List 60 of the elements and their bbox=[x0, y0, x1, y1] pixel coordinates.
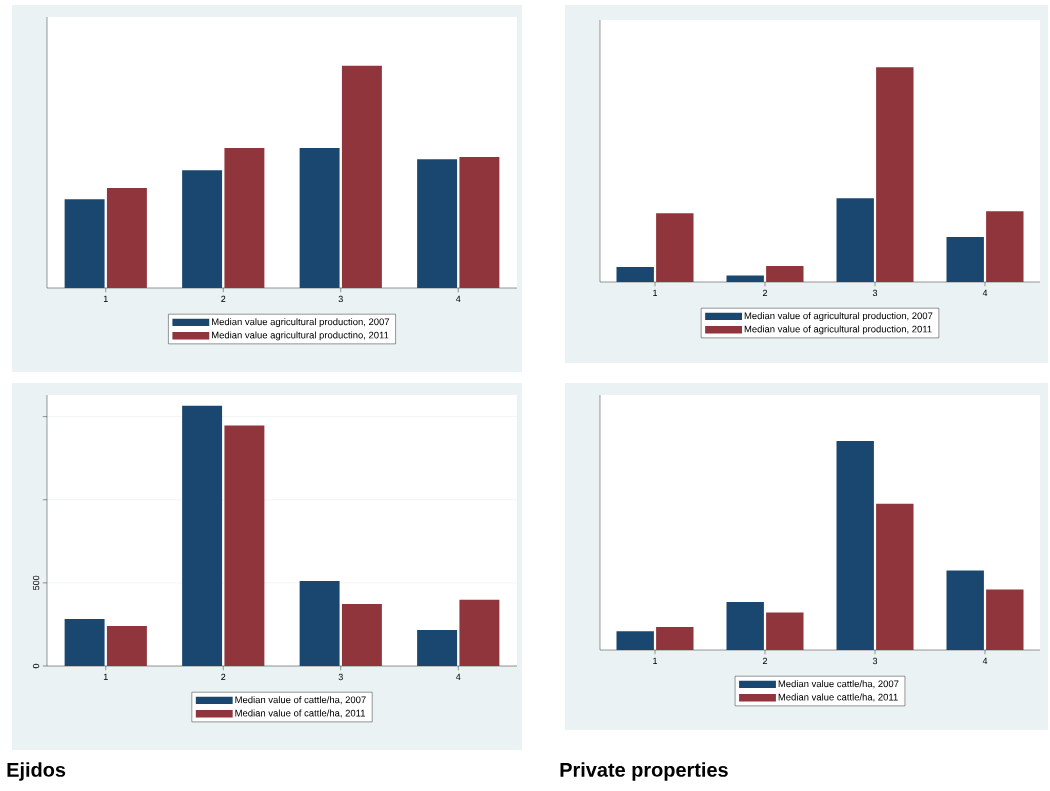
x-tick-label: 2 bbox=[762, 657, 768, 665]
x-tick-label: 1 bbox=[103, 673, 108, 680]
bar bbox=[766, 612, 804, 650]
bar bbox=[64, 199, 105, 288]
bar bbox=[299, 580, 340, 666]
x-tick-label: 4 bbox=[455, 295, 461, 302]
legend-label: Median value agricultural production, 2007 bbox=[212, 318, 390, 328]
bar bbox=[64, 618, 105, 666]
bar bbox=[946, 236, 984, 282]
legend-label: Median value of agricultural production, 2007 bbox=[744, 312, 933, 322]
legend-label: Median value cattle/ha, 2007 bbox=[778, 680, 899, 689]
bar bbox=[726, 275, 764, 282]
bar bbox=[986, 589, 1024, 650]
legend-label: Median value of cattle/ha, 2007 bbox=[235, 696, 366, 705]
bar bbox=[766, 265, 804, 282]
bar bbox=[836, 440, 874, 650]
legend-label: Median value of agricultural production, 2011 bbox=[744, 325, 932, 335]
x-tick-label: 2 bbox=[762, 289, 768, 297]
legend-label: Median value cattle/ha, 2011 bbox=[778, 693, 898, 702]
x-tick-label: 1 bbox=[653, 289, 658, 296]
legend-label: Median value of cattle/ha, 2011 bbox=[235, 709, 366, 718]
x-tick-label: 2 bbox=[221, 673, 226, 681]
bar bbox=[986, 211, 1024, 282]
bar bbox=[656, 213, 694, 282]
text: Private properties bbox=[560, 762, 728, 781]
bar bbox=[459, 599, 500, 666]
bar bbox=[946, 570, 984, 650]
bar bbox=[836, 198, 874, 282]
bar bbox=[616, 266, 654, 282]
bar bbox=[417, 629, 458, 666]
x-tick-label: 1 bbox=[653, 657, 658, 664]
bar bbox=[459, 156, 500, 288]
x-tick-label: 1 bbox=[103, 295, 108, 302]
bar bbox=[417, 159, 458, 288]
bar bbox=[299, 148, 340, 288]
x-tick-label: 3 bbox=[872, 657, 878, 665]
bar bbox=[106, 188, 147, 288]
bar bbox=[224, 148, 265, 288]
x-tick-label: 3 bbox=[872, 289, 878, 297]
y-tick-label: 500 bbox=[32, 575, 40, 590]
x-tick-label: 4 bbox=[982, 657, 988, 664]
bar bbox=[616, 631, 654, 650]
bar bbox=[876, 67, 914, 282]
x-tick-label: 4 bbox=[455, 673, 461, 680]
text: Ejidos bbox=[7, 762, 66, 781]
y-tick-label: 0 bbox=[32, 663, 40, 669]
x-tick-label: 3 bbox=[338, 295, 343, 303]
bar bbox=[224, 425, 265, 666]
bar bbox=[726, 601, 764, 650]
x-tick-label: 4 bbox=[982, 289, 988, 296]
x-tick-label: 2 bbox=[221, 295, 226, 303]
bar bbox=[656, 627, 694, 650]
bar bbox=[182, 170, 223, 288]
x-tick-label: 3 bbox=[338, 673, 343, 681]
legend-label: Median value agricultural productino, 2011 bbox=[212, 331, 389, 341]
bar bbox=[341, 603, 382, 666]
bar bbox=[106, 625, 147, 666]
bar bbox=[341, 65, 382, 288]
bar bbox=[182, 405, 223, 666]
bar bbox=[876, 503, 914, 650]
